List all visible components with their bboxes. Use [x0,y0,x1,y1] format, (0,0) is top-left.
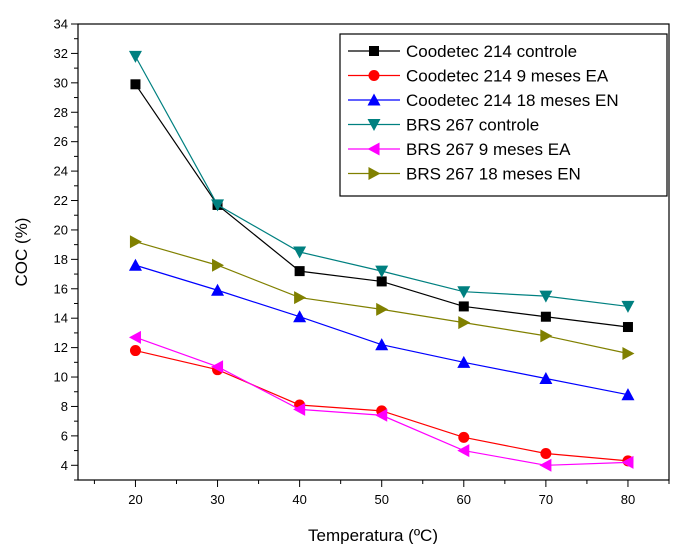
data-point [376,302,389,316]
x-tick-label: 30 [210,492,224,507]
series [129,235,635,360]
legend-box [339,33,668,197]
y-tick-label: 22 [54,193,68,208]
plot-frame [77,23,670,481]
data-point [622,346,635,360]
series [128,258,635,401]
legend-marker [368,167,381,180]
data-point [458,316,471,330]
data-point [130,79,141,90]
x-tick-label: 80 [621,492,635,507]
legend-item: Coodetec 214 18 meses EN [348,91,619,110]
legend-label: BRS 267 18 meses EN [406,165,581,184]
legend-item: BRS 267 18 meses EN [348,165,581,184]
data-point [540,329,553,343]
y-tick-label: 14 [54,311,68,326]
y-tick-label: 34 [54,17,68,32]
series [129,345,634,467]
data-point [458,431,470,443]
series-layer [128,50,635,472]
data-point [539,458,552,472]
legend-label: Coodetec 214 18 meses EN [406,91,619,110]
legend-item: BRS 267 controle [348,116,539,135]
x-tick-label: 40 [292,492,306,507]
data-point [621,300,635,313]
data-point [211,360,224,374]
y-tick-label: 32 [54,46,68,61]
y-tick-label: 12 [54,340,68,355]
series [128,50,635,313]
y-tick-label: 18 [54,252,68,267]
y-axis-title: COC (%) [12,218,31,287]
y-tick-label: 8 [61,399,68,414]
data-point [293,310,307,323]
data-point [457,355,471,368]
data-point [129,345,141,357]
data-point [540,448,552,460]
data-point [539,290,553,303]
y-tick-label: 26 [54,134,68,149]
data-point [294,266,305,277]
x-tick-label: 20 [128,492,142,507]
data-point [540,311,551,322]
legend-item: Coodetec 214 9 meses EA [348,67,609,86]
legend-marker [367,118,381,131]
y-tick-label: 20 [54,222,68,237]
data-point [293,246,307,259]
data-point [211,283,225,296]
x-tick-label: 60 [457,492,471,507]
y-tick-label: 10 [54,370,68,385]
legend: Coodetec 214 controle Coodetec 214 9 mese… [339,33,668,197]
y-tick-label: 28 [54,105,68,120]
x-axis-title: Temperatura (ºC) [308,526,438,544]
data-point [293,402,306,416]
data-point [375,338,389,351]
y-tick-label: 24 [54,164,68,179]
data-point [375,408,388,422]
legend-label: BRS 267 controle [406,116,539,135]
legend-label: Coodetec 214 controle [406,42,577,61]
axis-ticks: 20 30 40 50 60 70 80 4 6 8 10 12 14 16 18 20 22 24 26 28 30 3… [54,17,670,507]
legend-marker [368,70,380,81]
data-point [211,199,225,212]
legend-label: BRS 267 9 meses EA [406,140,571,159]
data-point [622,322,633,333]
data-point [539,372,553,385]
data-point [212,258,225,272]
data-point [457,286,471,299]
data-point [458,301,469,312]
legend-marker [367,93,381,106]
legend-label: Coodetec 214 9 meses EA [406,67,609,86]
y-tick-label: 6 [61,428,68,443]
legend-marker [369,46,379,56]
data-point [621,455,634,469]
legend-item: Coodetec 214 controle [348,42,577,61]
data-point [375,265,389,278]
data-point [457,444,470,458]
data-point [376,276,387,287]
data-point [128,330,141,344]
data-point [128,50,142,63]
data-point [294,291,307,305]
legend-marker [367,142,380,156]
data-point [128,258,142,271]
x-tick-label: 70 [539,492,553,507]
data-point [621,388,635,401]
y-tick-label: 16 [54,281,68,296]
y-tick-label: 30 [54,75,68,90]
series [128,330,634,472]
data-point [129,235,142,249]
y-tick-label: 4 [61,458,68,473]
series-line [135,336,628,466]
legend-item: BRS 267 9 meses EA [348,140,571,159]
x-tick-label: 50 [374,492,388,507]
